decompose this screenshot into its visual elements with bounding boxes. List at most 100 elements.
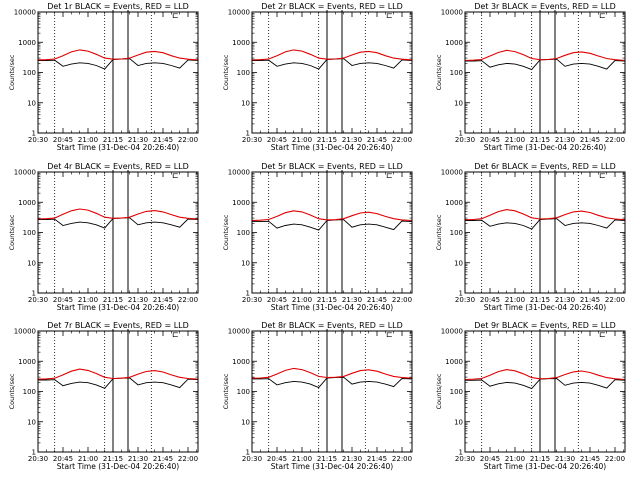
y-tick-label: 1000 [232,199,250,207]
x-tick-label: 22:00 [178,455,198,463]
corner-mark: ⊏ [172,330,179,339]
x-tick-label: 21:30 [128,455,148,463]
x-tick-label: 22:00 [392,136,412,144]
y-tick-label: 1 [246,130,250,138]
y-axis-label: Counts/sec [8,54,16,90]
panel-det-3: Det 3r BLACK = Events, RED = LLD⊏ 1 10 100 1… [435,2,626,152]
series-line-lld [251,367,413,379]
panel-title: Det 9r BLACK = Events, RED = LLD [474,321,616,330]
corner-mark: ⊏ [386,330,393,339]
x-tick-label: 20:30 [455,455,475,463]
y-axis-label: Counts/sec [222,214,230,250]
x-tick-label: 20:45 [480,136,500,144]
panel-title: Det 2r BLACK = Events, RED = LLD [261,2,403,11]
y-tick-label: 1000 [232,39,250,47]
panel-title: Det 4r BLACK = Events, RED = LLD [47,162,189,171]
panel-det-2: Det 2r BLACK = Events, RED = LLD⊏ 1 10 100 1… [222,2,413,152]
x-tick-label: 21:15 [317,296,337,304]
x-axis-label: Start Time (31-Dec-04 20:26:40) [271,143,393,152]
y-tick-label: 10 [241,259,250,267]
y-tick-label: 100 [237,388,250,396]
x-tick-label: 20:30 [28,455,48,463]
plot-frame [464,11,626,134]
y-tick-label: 10 [27,418,36,426]
y-tick-label: 100 [23,69,36,77]
x-tick-label: 22:00 [605,455,625,463]
plot-frame [37,330,199,453]
series-line-events [465,218,626,230]
panel-det-5: Det 5r BLACK = Events, RED = LLD⊏ 1 10 100 1… [222,162,413,312]
x-tick-label: 21:00 [505,136,525,144]
y-tick-label: 1000 [445,358,463,366]
x-tick-label: 21:30 [342,136,362,144]
x-tick-label: 21:00 [78,455,98,463]
x-tick-label: 21:00 [78,136,98,144]
series-line-events [38,377,199,389]
series-line-lld [37,208,199,220]
x-tick-label: 21:15 [103,296,123,304]
y-tick-label: 10 [27,259,36,267]
x-tick-label: 21:15 [530,455,550,463]
y-tick-label: 10000 [441,169,463,177]
x-tick-label: 20:45 [53,136,73,144]
y-axis-label: Counts/sec [8,373,16,409]
series-line-events [465,378,626,390]
series-line-lld [251,210,413,222]
x-axis-label: Start Time (31-Dec-04 20:26:40) [484,143,606,152]
corner-mark: ⊏ [599,330,606,339]
y-tick-label: 1000 [445,199,463,207]
x-tick-label: 22:00 [178,296,198,304]
x-tick-label: 21:45 [153,136,173,144]
panel-det-6: Det 6r BLACK = Events, RED = LLD⊏ 1 10 100 1… [435,162,626,312]
y-tick-label: 10 [454,418,463,426]
x-tick-label: 22:00 [392,296,412,304]
x-tick-label: 20:45 [480,296,500,304]
panel-title: Det 1r BLACK = Events, RED = LLD [47,2,189,11]
y-tick-label: 10 [454,259,463,267]
y-axis-label: Counts/sec [435,54,443,90]
y-tick-label: 10 [241,418,250,426]
y-tick-label: 10 [454,99,463,107]
y-tick-label: 100 [237,229,250,237]
corner-mark: ⊏ [599,11,606,20]
x-tick-label: 21:45 [367,455,387,463]
y-tick-label: 1 [246,290,250,298]
x-axis-label: Start Time (31-Dec-04 20:26:40) [484,303,606,312]
x-tick-label: 21:45 [367,296,387,304]
y-axis-label: Counts/sec [222,373,230,409]
y-tick-label: 1000 [18,199,36,207]
series-line-events [252,376,413,389]
plot-frame [464,171,626,294]
x-tick-label: 20:30 [28,296,48,304]
series-line-events [252,58,413,70]
y-tick-label: 1000 [445,39,463,47]
x-tick-label: 21:00 [292,296,312,304]
plot-frame [464,330,626,453]
series-line-lld [37,368,199,380]
x-tick-label: 21:30 [555,455,575,463]
x-tick-label: 21:15 [103,136,123,144]
corner-mark: ⊏ [172,11,179,20]
x-tick-label: 22:00 [605,136,625,144]
y-tick-label: 1 [459,449,463,457]
y-tick-label: 100 [23,229,36,237]
series-line-lld [251,49,413,61]
x-tick-label: 21:30 [342,455,362,463]
x-tick-label: 21:30 [555,136,575,144]
x-tick-label: 21:30 [128,136,148,144]
series-line-lld [464,49,626,62]
x-tick-label: 21:00 [78,296,98,304]
series-line-events [38,217,199,229]
series-line-events [38,58,199,70]
y-tick-label: 10 [27,99,36,107]
y-tick-label: 10000 [14,328,36,336]
y-axis-label: Counts/sec [8,214,16,250]
x-tick-label: 20:30 [455,136,475,144]
panel-det-4: Det 4r BLACK = Events, RED = LLD⊏ 1 10 100 1… [8,162,199,312]
y-axis-label: Counts/sec [435,214,443,250]
y-tick-label: 10000 [228,328,250,336]
y-tick-label: 10000 [228,169,250,177]
x-tick-label: 21:45 [153,455,173,463]
x-tick-label: 21:15 [317,455,337,463]
